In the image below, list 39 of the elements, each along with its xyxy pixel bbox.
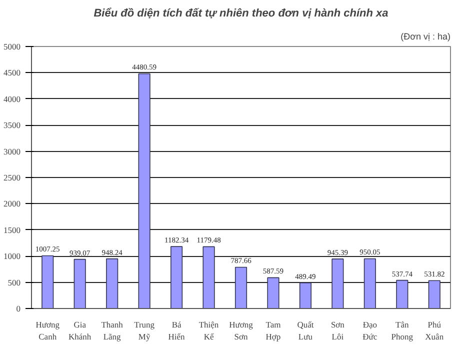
x-tick-label: Bá Hiến [168, 320, 186, 342]
x-tick-label: Sơn Lôi [330, 320, 346, 342]
bar [74, 258, 86, 308]
x-tick-label: Gia Khánh [68, 320, 92, 342]
x-tick-label: Hương Canh [36, 320, 60, 342]
y-tick-label: 5000 [4, 42, 20, 52]
x-tick-label: Tam Hợp [266, 320, 282, 342]
bar [396, 280, 408, 308]
bar [364, 258, 376, 308]
chart-subtitle: (Đơn vị : ha) [400, 32, 451, 42]
x-tick-label: Hương Sơn [229, 320, 254, 342]
bar [106, 258, 118, 308]
y-tick-label: 0 [16, 304, 20, 314]
x-tick-label: Quất Lưu [297, 320, 314, 342]
bar [170, 246, 183, 308]
bar [42, 255, 54, 308]
x-tick-label: Thiện Kế [198, 320, 220, 342]
y-tick-label: 4500 [4, 68, 20, 78]
y-tick-label: 2000 [4, 198, 20, 209]
x-tick-label: Trung Mỹ [134, 320, 156, 342]
y-tick-label: 3500 [4, 120, 20, 130]
x-tick-label: Tân Phong [391, 320, 414, 342]
x-tick-label: Thanh Lãng [101, 320, 124, 342]
y-tick-label: 2500 [4, 172, 20, 182]
bar [299, 282, 312, 308]
y-tick-label: 1500 [4, 224, 20, 235]
chart-title: Biểu đồ diện tích đất tự nhiên theo đơn vị hành chính xa [94, 8, 388, 20]
x-tick-label: Đạo Đức [362, 320, 378, 342]
bar [267, 277, 280, 308]
bar [138, 73, 150, 308]
y-tick-label: 4000 [4, 94, 20, 104]
x-tick-label: Phú Xuân [425, 320, 444, 342]
y-tick-label: 1000 [4, 251, 20, 262]
y-tick-label: 500 [8, 277, 20, 288]
bar [234, 266, 248, 308]
bar [332, 258, 344, 308]
bar [202, 246, 215, 308]
bar [428, 280, 440, 308]
y-tick-label: 3000 [4, 146, 20, 156]
